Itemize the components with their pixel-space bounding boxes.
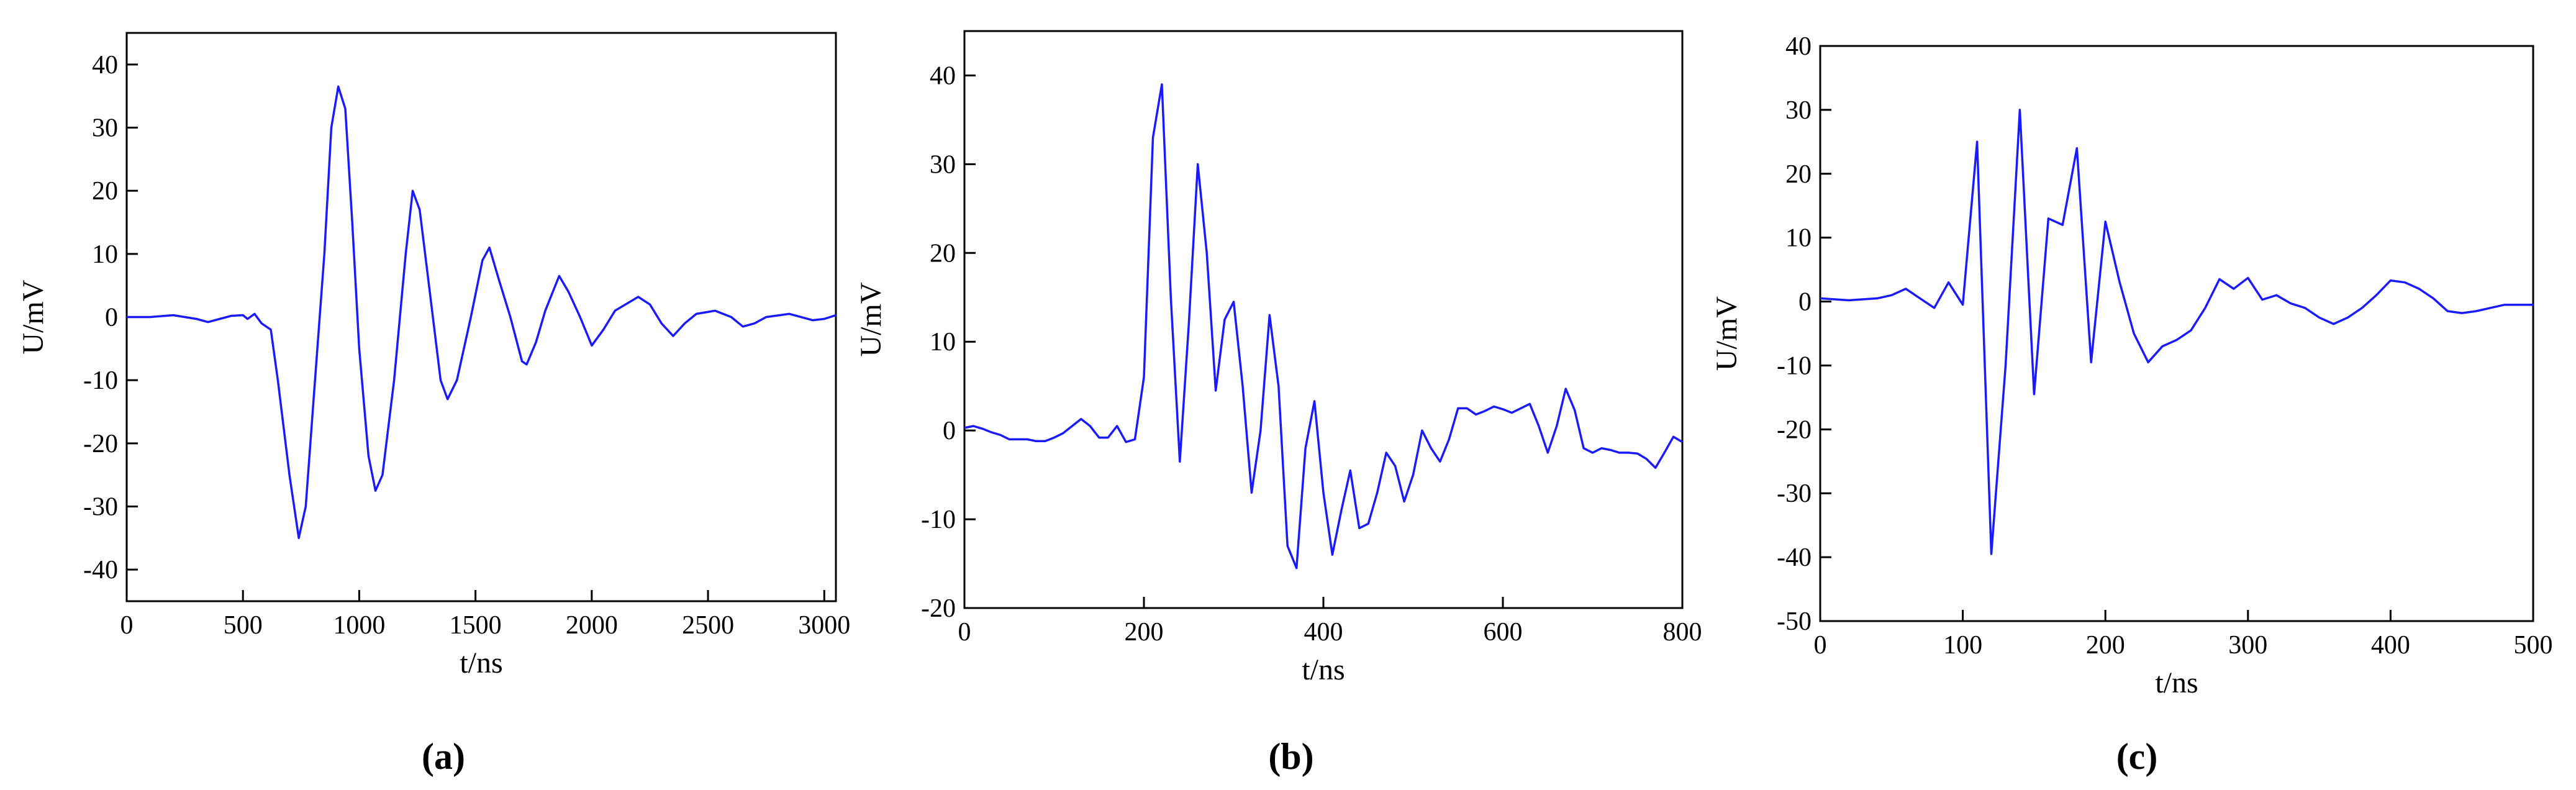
y-axis-label: U/mV — [855, 282, 887, 356]
y-tick-label: -20 — [921, 594, 956, 623]
x-tick-label: 500 — [224, 611, 263, 640]
x-axis-label: t/ns — [460, 647, 502, 679]
y-tick-label: 40 — [92, 51, 118, 79]
y-axis-label: U/mV — [1710, 296, 1743, 371]
y-tick-label: 0 — [1798, 288, 1812, 317]
y-tick-label: -30 — [1777, 479, 1812, 508]
y-axis-label: U/mV — [17, 279, 50, 354]
y-tick-label: 30 — [1785, 96, 1812, 125]
data-line — [1820, 109, 2533, 555]
plot-frame — [1819, 45, 2534, 622]
data-line — [964, 83, 1683, 570]
y-tick-label: -20 — [1777, 415, 1812, 444]
y-tick-label: -10 — [921, 506, 956, 534]
x-tick-label: 300 — [2228, 631, 2267, 660]
y-tick-label: 0 — [943, 417, 956, 445]
y-tick-label: 20 — [930, 239, 956, 268]
y-tick-label: -20 — [83, 430, 118, 458]
y-tick-label: 20 — [92, 177, 118, 206]
y-tick-label: -10 — [83, 366, 118, 395]
x-tick-label: 0 — [1814, 631, 1827, 660]
x-tick-label: 0 — [958, 618, 971, 647]
panel: 0 500 1000 1500 2000 2500 3000 -40 -30 -20 -10 0 10 2… — [17, 32, 850, 777]
panel-caption: (b) — [1268, 736, 1313, 777]
x-tick-label: 1500 — [450, 611, 502, 640]
x-tick-label: 200 — [2086, 631, 2125, 660]
x-tick-label: 400 — [1304, 618, 1343, 647]
x-tick-label: 0 — [120, 611, 134, 640]
x-tick-label: 600 — [1484, 618, 1523, 647]
y-tick-label: 10 — [1785, 224, 1812, 253]
panel-caption: (a) — [422, 736, 465, 777]
x-tick-label: 100 — [1943, 631, 1982, 660]
y-tick-label: 40 — [930, 61, 956, 90]
y-tick-label: -50 — [1777, 607, 1812, 636]
y-tick-label: -40 — [1777, 543, 1812, 572]
y-tick-label: 30 — [930, 150, 956, 179]
y-tick-label: -40 — [83, 556, 118, 584]
x-tick-label: 3000 — [798, 611, 850, 640]
x-axis-label: t/ns — [1302, 653, 1345, 686]
data-line — [127, 85, 837, 540]
panel: 0 100 200 300 400 500 -50 -40 -30 -20 -10 0 10 20 30 40… — [1710, 32, 2553, 777]
y-tick-label: 30 — [92, 114, 118, 143]
panel: 0 200 400 600 800 -20 -10 0 10 20 30 40 t/ns U/mV (b) — [855, 30, 1702, 777]
panel-caption: (c) — [2116, 736, 2158, 777]
x-tick-label: 400 — [2371, 631, 2410, 660]
y-tick-label: 10 — [92, 240, 118, 269]
y-tick-label: 10 — [930, 328, 956, 356]
plot-frame — [963, 30, 1684, 609]
y-tick-label: 40 — [1785, 32, 1812, 61]
x-tick-label: 2500 — [682, 611, 734, 640]
x-tick-label: 2000 — [566, 611, 618, 640]
y-tick-label: 20 — [1785, 160, 1812, 189]
x-tick-label: 200 — [1125, 618, 1164, 647]
y-tick-label: -30 — [83, 493, 118, 522]
x-tick-label: 500 — [2514, 631, 2553, 660]
x-tick-label: 800 — [1663, 618, 1702, 647]
x-tick-label: 1000 — [333, 611, 385, 640]
x-axis-label: t/ns — [2155, 666, 2198, 699]
y-tick-label: 0 — [105, 304, 118, 332]
y-tick-label: -10 — [1777, 352, 1812, 380]
